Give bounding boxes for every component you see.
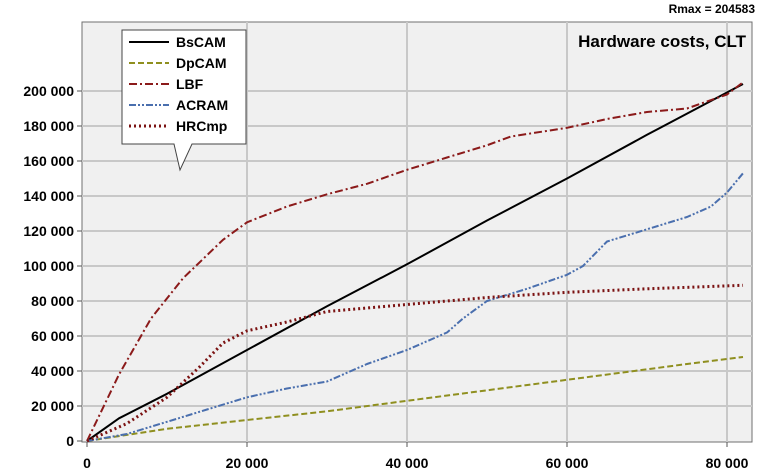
y-tick-label: 140 000 — [23, 188, 74, 204]
legend-box — [121, 29, 247, 172]
y-tick-label: 80 000 — [31, 293, 74, 309]
legend-label-lbf: LBF — [176, 76, 204, 92]
x-tick-label: 60 000 — [546, 455, 589, 471]
y-tick-label: 40 000 — [31, 363, 74, 379]
legend-label-acram: ACRAM — [176, 97, 228, 113]
x-tick-label: 0 — [83, 455, 91, 471]
series-line-bscam — [86, 83, 744, 442]
x-tick-label: 20 000 — [226, 455, 269, 471]
y-tick-label: 120 000 — [23, 223, 74, 239]
legend-label-dpcam: DpCAM — [176, 55, 227, 71]
legend: BsCAM DpCAM LBF ACRAM HRCmp — [121, 29, 247, 172]
y-tick-label: 0 — [66, 433, 74, 449]
x-tick-label: 40 000 — [386, 455, 429, 471]
y-tick-label: 20 000 — [31, 398, 74, 414]
series-lines — [86, 81, 744, 443]
y-tick-label: 60 000 — [31, 328, 74, 344]
series-line-hrcmp — [86, 283, 744, 443]
x-tick-label: 80 000 — [706, 455, 749, 471]
y-tick-label: 200 000 — [23, 83, 74, 99]
series-line-lbf — [86, 81, 744, 442]
legend-label-hrcmp: HRCmp — [176, 118, 227, 134]
rmax-annotation: Rmax = 204583 — [669, 2, 756, 16]
series-line-acram — [86, 172, 744, 442]
y-tick-label: 180 000 — [23, 118, 74, 134]
y-tick-label: 160 000 — [23, 153, 74, 169]
y-tick-label: 100 000 — [23, 258, 74, 274]
chart-title: Hardware costs, CLT — [578, 32, 746, 51]
series-line-dpcam — [86, 356, 744, 442]
legend-label-bscam: BsCAM — [176, 34, 226, 50]
axis-ticks: 0 20 000 40 000 60 000 80 000 0 20 000 40 000 60… — [23, 83, 748, 471]
